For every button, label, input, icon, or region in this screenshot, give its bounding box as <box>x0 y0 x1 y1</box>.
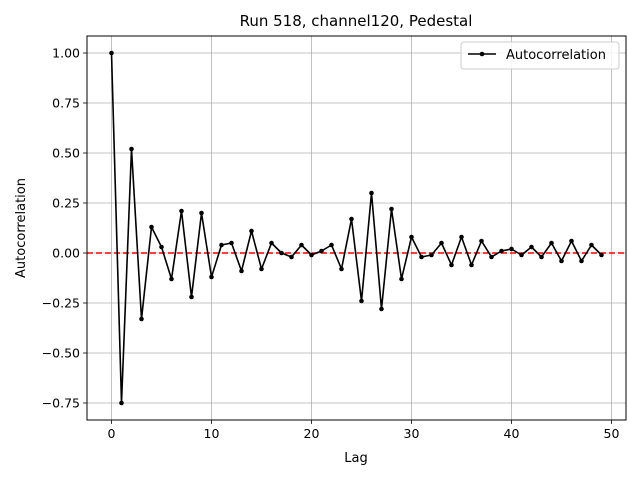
data-point <box>229 240 234 246</box>
y-tick-label: −0.75 <box>42 396 80 411</box>
series-autocorrelation <box>109 50 604 406</box>
data-point <box>309 252 314 258</box>
data-point <box>209 274 214 280</box>
legend: Autocorrelation <box>460 41 620 70</box>
data-point <box>169 276 174 282</box>
data-point <box>149 224 154 230</box>
legend-marker-swatch <box>479 51 485 57</box>
data-point <box>589 242 594 248</box>
data-point <box>249 228 254 234</box>
legend-label: Autocorrelation <box>506 48 606 63</box>
data-point <box>109 50 114 56</box>
x-tick-label: 50 <box>604 426 620 441</box>
data-point <box>119 400 124 406</box>
data-point <box>579 258 584 264</box>
x-axis-label: Lag <box>344 451 367 466</box>
data-point <box>369 190 374 196</box>
plot-frame <box>86 35 627 421</box>
y-tick-label: 1.00 <box>52 46 80 61</box>
data-point <box>239 268 244 274</box>
data-point <box>529 244 534 250</box>
data-point <box>539 254 544 260</box>
data-point <box>199 210 204 216</box>
data-point <box>349 216 354 222</box>
data-point <box>549 240 554 246</box>
data-point <box>419 254 424 260</box>
data-point <box>439 240 444 246</box>
data-point <box>189 294 194 300</box>
data-point <box>459 234 464 240</box>
x-tick-label: 20 <box>304 426 320 441</box>
data-point <box>449 262 454 268</box>
data-point <box>259 266 264 272</box>
y-tick-label: 0.75 <box>52 96 80 111</box>
data-point <box>129 146 134 152</box>
data-point <box>469 262 474 268</box>
data-point <box>399 276 404 282</box>
data-point <box>489 254 494 260</box>
y-tick-label: 0.00 <box>52 246 80 261</box>
data-point <box>599 252 604 258</box>
y-tick-label: 0.25 <box>52 196 80 211</box>
data-point <box>509 246 514 252</box>
data-point <box>559 258 564 264</box>
legend-box <box>460 41 620 70</box>
data-point <box>479 238 484 244</box>
data-point <box>299 242 304 248</box>
data-point <box>519 252 524 258</box>
data-point <box>219 242 224 248</box>
data-point <box>159 244 164 250</box>
x-tick-label: 0 <box>108 426 116 441</box>
data-point <box>429 252 434 258</box>
data-point <box>389 206 394 212</box>
data-point <box>289 254 294 260</box>
chart-title: Run 518, channel120, Pedestal <box>240 12 473 30</box>
data-point <box>179 208 184 214</box>
data-point <box>329 242 334 248</box>
data-point <box>359 298 364 304</box>
y-axis-label: Autocorrelation <box>14 178 29 278</box>
x-axis-ticks: 0 10 20 30 40 50 <box>108 420 620 441</box>
y-tick-label: −0.25 <box>42 296 80 311</box>
data-point <box>269 240 274 246</box>
data-point <box>569 238 574 244</box>
data-point <box>279 250 284 256</box>
x-tick-label: 40 <box>504 426 520 441</box>
data-point <box>139 316 144 322</box>
y-tick-label: 0.50 <box>52 146 80 161</box>
data-point <box>339 266 344 272</box>
data-point <box>319 248 324 254</box>
x-tick-label: 30 <box>404 426 420 441</box>
data-point <box>409 234 414 240</box>
y-axis-ticks: −0.75 −0.50 −0.25 0.00 0.25 0.50 0.75 1.00 <box>42 46 87 411</box>
data-point <box>499 248 504 254</box>
data-point <box>379 306 384 312</box>
y-tick-label: −0.50 <box>42 346 80 361</box>
x-tick-label: 10 <box>204 426 220 441</box>
